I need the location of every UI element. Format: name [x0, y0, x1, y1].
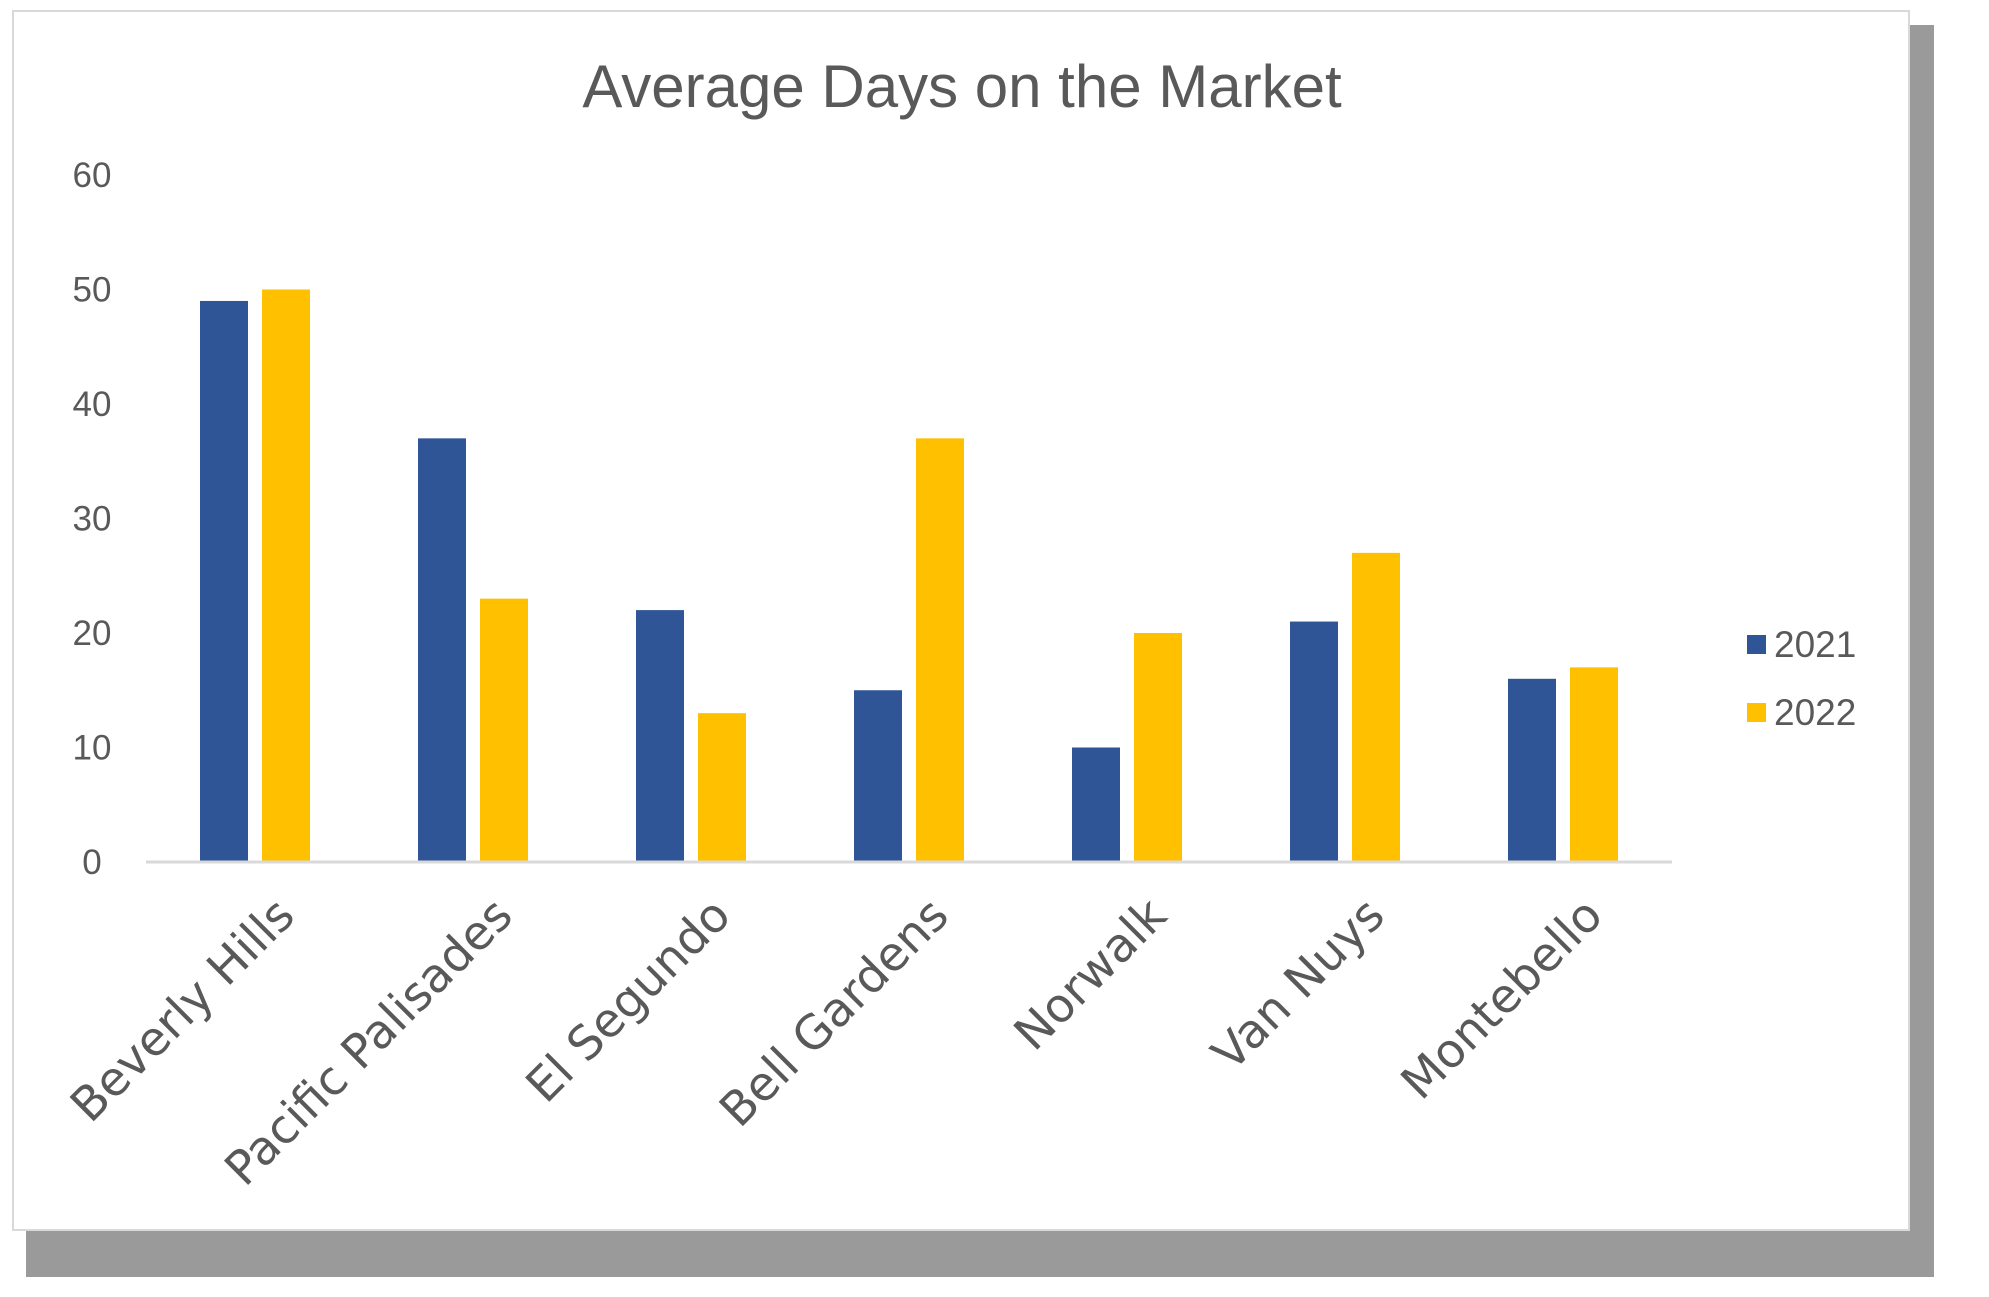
- bar-2022-6: [1570, 667, 1618, 862]
- y-tick-label: 20: [73, 614, 112, 653]
- x-tick-label: Van Nuys: [1202, 888, 1396, 1082]
- chart-title: Average Days on the Market: [582, 53, 1342, 120]
- legend-label-2021: 2021: [1774, 624, 1856, 665]
- x-tick-label: Beverly Hills: [60, 888, 305, 1133]
- y-axis: 0 10 20 30 40 50 60: [73, 156, 112, 882]
- legend-swatch-2022: [1747, 703, 1766, 722]
- legend-label-2022: 2022: [1774, 692, 1856, 733]
- y-tick-label: 40: [73, 385, 112, 424]
- bar-2022-2: [698, 713, 746, 862]
- x-tick-label: Bell Gardens: [709, 888, 959, 1138]
- bars: [200, 289, 1618, 862]
- x-tick-label: Montebello: [1391, 888, 1614, 1111]
- bar-2021-1: [418, 438, 466, 862]
- bar-2022-4: [1134, 633, 1182, 862]
- bar-2021-4: [1072, 747, 1120, 862]
- legend: 2021 2022: [1747, 624, 1856, 733]
- y-tick-label: 30: [73, 500, 112, 539]
- bar-2021-6: [1508, 678, 1556, 862]
- x-tick-label: El Segundo: [516, 888, 742, 1114]
- bar-2021-5: [1290, 621, 1338, 862]
- bar-2021-2: [636, 610, 684, 862]
- y-tick-label: 0: [82, 843, 101, 882]
- bar-2021-0: [200, 300, 248, 862]
- bar-2022-3: [916, 438, 964, 862]
- bar-2022-1: [480, 598, 528, 862]
- bar-2021-3: [854, 690, 902, 862]
- y-tick-label: 60: [73, 156, 112, 195]
- x-tick-label: Norwalk: [1004, 887, 1178, 1061]
- bar-2022-0: [262, 289, 310, 862]
- bar-2022-5: [1352, 552, 1400, 862]
- y-tick-label: 10: [73, 729, 112, 768]
- y-tick-label: 50: [73, 271, 112, 310]
- legend-swatch-2021: [1747, 635, 1766, 654]
